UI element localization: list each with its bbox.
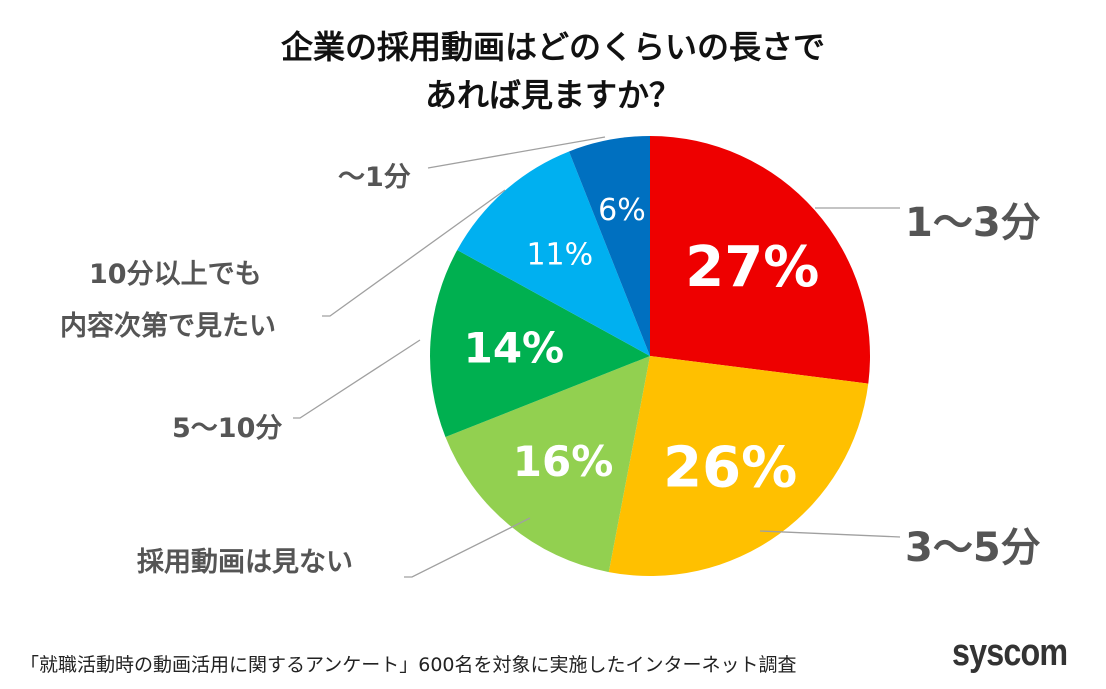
pie-slice — [569, 136, 650, 356]
chart-title-line-1: 企業の採用動画はどのくらいの長さで — [280, 28, 825, 66]
footer-note: 「就職活動時の動画活用に関するアンケート」600名を対象に実施したインターネット… — [20, 654, 797, 676]
leader-line — [293, 339, 421, 419]
data-label: 16% — [513, 437, 614, 486]
pie-slice — [650, 136, 871, 384]
legend-label-5-10min: 5〜10分 — [172, 413, 283, 444]
data-label: 11% — [526, 237, 593, 272]
data-label: 6% — [598, 193, 646, 228]
data-label: 27% — [685, 235, 819, 300]
data-label: 14% — [464, 324, 565, 373]
legend-label-3-5min: 3〜5分 — [905, 525, 1041, 571]
pie-slice — [445, 356, 650, 573]
leader-line — [759, 530, 901, 538]
pie-slice — [457, 151, 650, 356]
data-label: 26% — [663, 436, 797, 501]
pie-slice — [608, 356, 869, 577]
legend-label-under-1min: 〜1分 — [338, 162, 411, 193]
chart-title-line-2: あれば見ますか？ — [424, 76, 681, 114]
leader-line — [427, 136, 606, 169]
legend-label-10min-plus-line1: 10分以上でも — [89, 259, 262, 290]
legend-label-10min-plus-line2: 内容次第で見たい — [60, 311, 276, 342]
leader-line — [322, 189, 506, 317]
legend-label-no-watch: 採用動画は見ない — [137, 547, 353, 578]
pie-slice — [430, 250, 650, 437]
legend-label-1-3min: 1〜3分 — [905, 200, 1041, 246]
syscom-logo: syscom — [952, 632, 1068, 674]
leader-line — [404, 517, 531, 578]
